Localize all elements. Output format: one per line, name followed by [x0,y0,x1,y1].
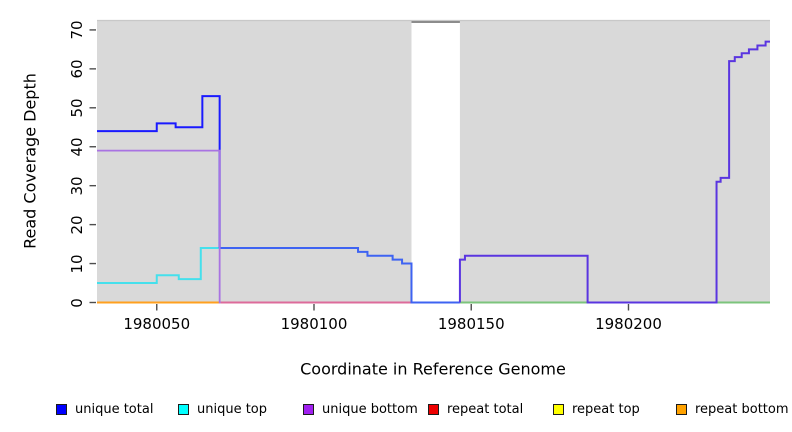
x-tick-label: 1980050 [123,315,191,333]
y-tick-label: 70 [68,20,86,40]
series-unique-top-line [97,246,220,285]
series-unique-total-bottom-overlap-right [458,40,770,304]
y-tick-label: 0 [68,297,86,308]
y-tick-label: 30 [68,176,86,196]
y-tick-label: 60 [68,59,86,79]
series-unique-bottom-left [97,149,221,304]
y-tick-label: 50 [68,98,86,118]
x-axis-title: Coordinate in Reference Genome [300,359,566,379]
y-tick-label: 20 [68,215,86,235]
x-tick-label: 1980100 [280,315,348,333]
x-tick-label: 1980200 [595,315,662,333]
y-tick-label: 40 [68,137,86,157]
series-unique-total-mid [219,246,460,304]
y-tick-label: 10 [68,254,86,274]
y-axis-title: Read Coverage Depth [20,73,40,249]
series-unique-total-left [97,95,221,248]
x-tick-label: 1980150 [437,315,505,333]
masked-region [411,19,460,303]
